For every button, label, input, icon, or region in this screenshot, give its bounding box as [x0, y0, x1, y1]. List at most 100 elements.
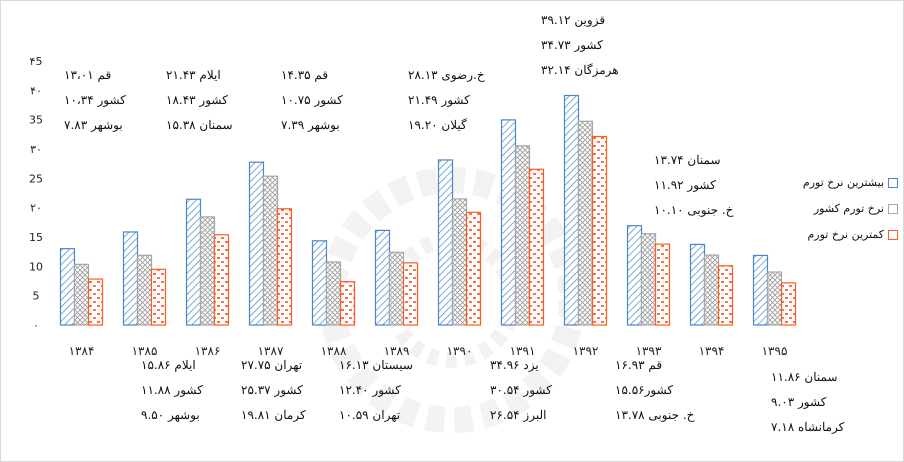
- legend-label: کمترین نرخ تورم: [807, 228, 884, 241]
- annotation-block: خ.رضوی ۲۸.۱۳ کشور ۲۱.۴۹ گیلان ۱۹.۲۰: [408, 68, 485, 143]
- y-tick-label: ۰: [33, 319, 39, 332]
- annotation-line: البرز ۲۶.۵۴: [490, 408, 547, 422]
- annotation-block: قم ۱۶.۹۳ کشور۱۵.۵۶ خ. جنوبی ۱۳.۷۸: [615, 358, 694, 433]
- bar-hatch-10: [689, 243, 706, 326]
- bar-cross-1: [136, 254, 153, 326]
- bar-hatch-8: [563, 94, 580, 326]
- bar-cross-7: [514, 145, 531, 326]
- annotation-line: ایلام ۱۵.۸۶: [141, 358, 196, 372]
- bar-hatch-11: [752, 254, 769, 326]
- bar-dash-9: [654, 243, 671, 326]
- annotation-line: خ.رضوی ۲۸.۱۳: [408, 68, 485, 82]
- annotation-line: سیستان ۱۶.۱۳: [339, 358, 413, 372]
- annotation-line: بوشهر ۷.۸۳: [64, 118, 123, 132]
- annotation-line: کشور ۱۰.۷۵: [281, 93, 343, 107]
- annotation-line: یزد ۳۴.۹۶: [490, 358, 539, 372]
- bar-cross-8: [577, 120, 594, 326]
- y-tick-label: ۴5: [30, 55, 43, 68]
- x-tick-label: ۱۳۹۲: [573, 344, 599, 358]
- bar-dash-3: [276, 208, 293, 326]
- annotation-block: ایلام ۲۱.۴۳ کشور ۱۸.۴۳ سمنان ۱۵.۳۸: [166, 68, 233, 143]
- legend-item: نرخ تورم کشور: [806, 202, 902, 228]
- annotation-block: سمنان ۱۱.۸۶ کشور ۹.۰۳ کرمانشاه ۷.۱۸: [771, 370, 844, 445]
- bar-hatch-4: [311, 240, 328, 326]
- annotation-line: خ. جنوبی ۱۰.۱۰: [654, 203, 734, 217]
- bar-hatch-2: [185, 198, 202, 326]
- annotation-line: کشور ۲۱.۴۹: [408, 93, 470, 107]
- annotation-line: کشور ۱۱.۹۲: [654, 178, 716, 192]
- annotation-block: تهران ۲۷.۷۵ کشور ۲۵.۳۷ کرمان ۱۹.۸۱: [241, 358, 306, 433]
- annotation-line: قم ۱۴.۳۵: [281, 68, 329, 82]
- annotation-block: سیستان ۱۶.۱۳ کشور ۱۲.۴۰ تهران ۱۰.۵۹: [339, 358, 413, 433]
- annotation-line: هرمزگان ۳۲.۱۴: [541, 63, 619, 77]
- annotation-line: خ. جنوبی ۱۳.۷۸: [615, 408, 695, 422]
- annotation-line: بوشهر ۷.۳۹: [281, 118, 340, 132]
- annotation-line: کشور ۹.۰۳: [771, 395, 827, 409]
- annotation-line: تهران ۱۰.۵۹: [339, 408, 401, 422]
- annotation-line: کشور ۱۰،۳۴: [64, 93, 126, 107]
- bar-cross-11: [766, 271, 783, 326]
- x-tick-label: ۱۳۹۵: [762, 344, 788, 358]
- y-tick-label: 15: [29, 231, 43, 244]
- y-tick-label: ۳۰: [30, 143, 42, 156]
- bar-dash-8: [591, 135, 608, 326]
- legend-swatch: [888, 178, 898, 188]
- legend-swatch: [888, 230, 898, 240]
- annotation-block: قم ۱۴.۳۵ کشور ۱۰.۷۵ بوشهر ۷.۳۹: [281, 68, 343, 143]
- bar-dash-11: [780, 282, 797, 326]
- annotation-line: سمنان ۱۵.۳۸: [166, 118, 233, 132]
- annotation-line: قم ۱۶.۹۳: [615, 358, 663, 372]
- legend-label: بیشترین نرخ تورم: [802, 176, 884, 189]
- annotation-line: کشور ۲۵.۳۷: [241, 383, 303, 397]
- bar-hatch-3: [248, 161, 265, 326]
- x-tick-label: ۱۳۸۵: [132, 344, 158, 358]
- y-tick-label: ۴۰: [30, 84, 42, 97]
- legend-label: نرخ تورم کشور: [813, 202, 884, 215]
- bar-dash-4: [339, 281, 356, 326]
- bar-cross-2: [199, 216, 216, 326]
- bar-cross-0: [73, 263, 90, 326]
- annotation-block: یزد ۳۴.۹۶ کشور ۳۰.۵۴ البرز ۲۶.۵۴: [490, 358, 552, 433]
- x-tick-label: ۱۳۹۴: [699, 344, 725, 358]
- x-tick-label: ۱۳۹۱: [510, 344, 536, 358]
- bar-hatch-9: [626, 225, 643, 326]
- x-tick-label: ۱۳۸۹: [384, 344, 410, 358]
- annotation-line: کشور ۱۸.۴۳: [166, 93, 228, 107]
- bar-cross-10: [703, 254, 720, 326]
- bar-cross-5: [388, 251, 405, 326]
- annotation-line: کشور ۳۰.۵۴: [490, 383, 552, 397]
- bar-hatch-5: [374, 229, 391, 326]
- bar-hatch-0: [59, 248, 76, 326]
- legend-swatch: [888, 204, 898, 214]
- x-tick-label: ۱۳۹۳: [636, 344, 662, 358]
- bar-dash-10: [717, 265, 734, 326]
- x-tick-label: ۱۳۸۸: [321, 344, 347, 358]
- y-tick-label: 25: [29, 172, 43, 185]
- bar-dash-6: [465, 211, 482, 326]
- annotation-block: قم ۱۳،۰۱ کشور ۱۰،۳۴ بوشهر ۷.۸۳: [64, 68, 126, 143]
- annotation-line: ایلام ۲۱.۴۳: [166, 68, 221, 82]
- annotation-line: کشور ۱۱.۸۸: [141, 383, 203, 397]
- bar-cross-3: [262, 175, 279, 326]
- annotation-line: تهران ۲۷.۷۵: [241, 358, 303, 372]
- annotation-line: کشور ۳۴.۷۳: [541, 38, 603, 52]
- legend: بیشترین نرخ تورم نرخ تورم کشور کمترین نرخ …: [802, 176, 902, 254]
- annotation-line: قم ۱۳،۰۱: [64, 68, 112, 82]
- annotation-line: کشور۱۵.۵۶: [615, 383, 674, 397]
- legend-item: بیشترین نرخ تورم: [802, 176, 902, 202]
- annotation-line: کشور ۱۲.۴۰: [339, 383, 401, 397]
- bar-dash-5: [402, 262, 419, 326]
- annotation-block: ایلام ۱۵.۸۶ کشور ۱۱.۸۸ بوشهر ۹.۵۰: [141, 358, 203, 433]
- annotation-line: کرمان ۱۹.۸۱: [241, 408, 306, 422]
- annotation-block: قزوین ۳۹.۱۲ کشور ۳۴.۷۳ هرمزگان ۳۲.۱۴: [541, 13, 619, 88]
- annotation-line: بوشهر ۹.۵۰: [141, 408, 200, 422]
- bar-dash-1: [150, 268, 167, 326]
- annotation-line: سمنان ۱۳.۷۴: [654, 153, 721, 167]
- bar-dash-2: [213, 234, 230, 326]
- bar-cross-6: [451, 198, 468, 326]
- y-tick-label: ۲۰: [30, 202, 42, 215]
- bar-cross-4: [325, 261, 342, 326]
- annotation-block: سمنان ۱۳.۷۴ کشور ۱۱.۹۲ خ. جنوبی ۱۰.۱۰: [654, 153, 733, 228]
- annotation-line: گیلان ۱۹.۲۰: [408, 118, 467, 132]
